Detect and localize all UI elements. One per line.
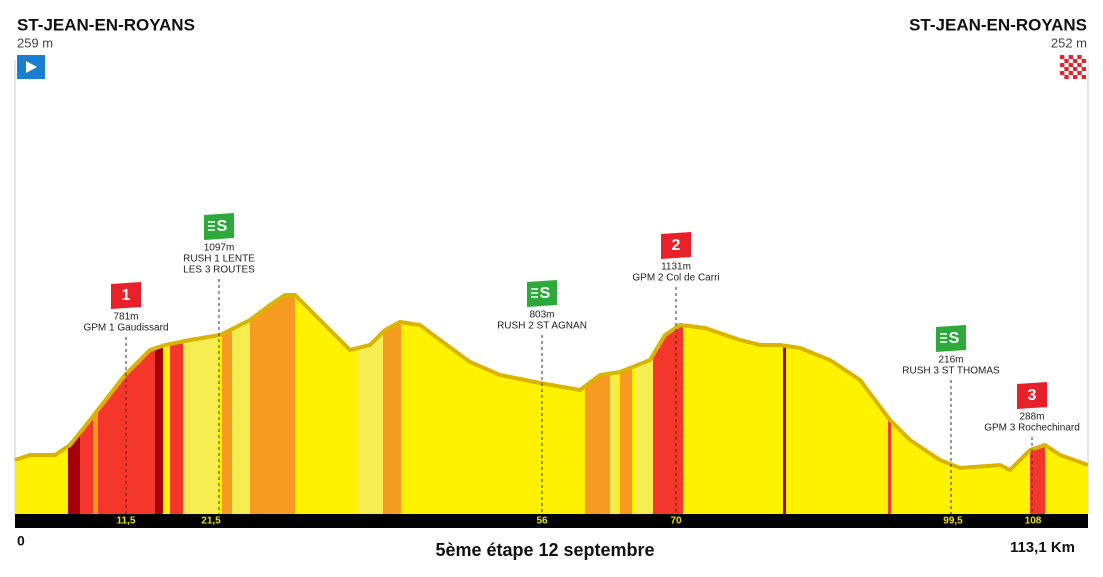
km-label: 70 xyxy=(670,516,682,527)
marker-altitude: 288m xyxy=(1019,412,1044,423)
finish-name: ST-JEAN-EN-ROYANS xyxy=(909,15,1087,34)
km-label: 108 xyxy=(1025,516,1042,527)
km-label: 99,5 xyxy=(943,516,963,527)
marker-icon-label: 3 xyxy=(1028,387,1037,404)
flag-cell xyxy=(1064,71,1069,75)
marker-icon-label: S xyxy=(217,218,228,235)
flag-cell xyxy=(1072,63,1078,67)
distance-bar xyxy=(15,514,1088,528)
km-label: 11,5 xyxy=(117,516,136,527)
marker-icon xyxy=(111,282,141,309)
flag-cell xyxy=(1068,67,1073,71)
marker-icon xyxy=(1017,382,1047,409)
km-label: 21,5 xyxy=(201,516,221,527)
flag-cell xyxy=(1068,75,1073,79)
marker-icon-label: S xyxy=(949,330,960,347)
marker-icon xyxy=(661,232,691,259)
flag-cell xyxy=(1081,71,1086,75)
flag-cell xyxy=(1060,75,1065,79)
marker-altitude: 216m xyxy=(938,355,963,366)
marker-label: LES 3 ROUTES xyxy=(183,265,255,276)
profile-edge xyxy=(14,293,1089,473)
km-label: 56 xyxy=(536,516,548,527)
flag-cell xyxy=(1068,59,1073,63)
flag-cell xyxy=(1077,59,1082,63)
marker-altitude: 1097m xyxy=(204,243,235,254)
marker-icon-label: 2 xyxy=(672,237,681,254)
marker-icon xyxy=(204,213,234,240)
marker-label: RUSH 2 ST AGNAN xyxy=(497,321,587,332)
flag-cell xyxy=(1072,55,1078,59)
marker-label: RUSH 1 LENTE xyxy=(183,254,255,265)
marker-icon xyxy=(527,280,557,307)
marker-label: GPM 1 Gaudissard xyxy=(83,323,168,334)
marker-label: RUSH 3 ST THOMAS xyxy=(902,366,1000,377)
marker-altitude: 803m xyxy=(529,310,554,321)
marker-altitude: 1131m xyxy=(661,262,691,273)
marker-label: GPM 3 Rochechinard xyxy=(984,423,1080,434)
stage-title: 5ème étape 12 septembre xyxy=(435,540,654,560)
flag-cell xyxy=(1064,55,1069,59)
flag-cell xyxy=(1077,75,1082,79)
flag-cell xyxy=(1072,71,1078,75)
axis-end: 113,1 Km xyxy=(1010,539,1075,556)
marker-icon-label: 1 xyxy=(122,287,131,304)
axis-start: 0 xyxy=(17,533,25,549)
flag-cell xyxy=(1064,63,1069,67)
start-name: ST-JEAN-EN-ROYANS xyxy=(17,15,195,34)
marker-altitude: 781m xyxy=(113,312,138,323)
flag-cell xyxy=(1081,63,1086,67)
finish-altitude: 252 m xyxy=(1051,35,1087,50)
start-altitude: 259 m xyxy=(17,35,53,50)
flag-cell xyxy=(1077,67,1082,71)
flag-cell xyxy=(1060,59,1065,63)
marker-label: GPM 2 Col de Carri xyxy=(632,273,719,284)
flag-cell xyxy=(1060,67,1065,71)
start-flag-arrow xyxy=(26,61,37,73)
flag-cell xyxy=(1081,55,1086,59)
finish-flag xyxy=(1060,55,1086,79)
marker-icon-label: S xyxy=(540,285,551,302)
marker-icon xyxy=(936,325,966,352)
